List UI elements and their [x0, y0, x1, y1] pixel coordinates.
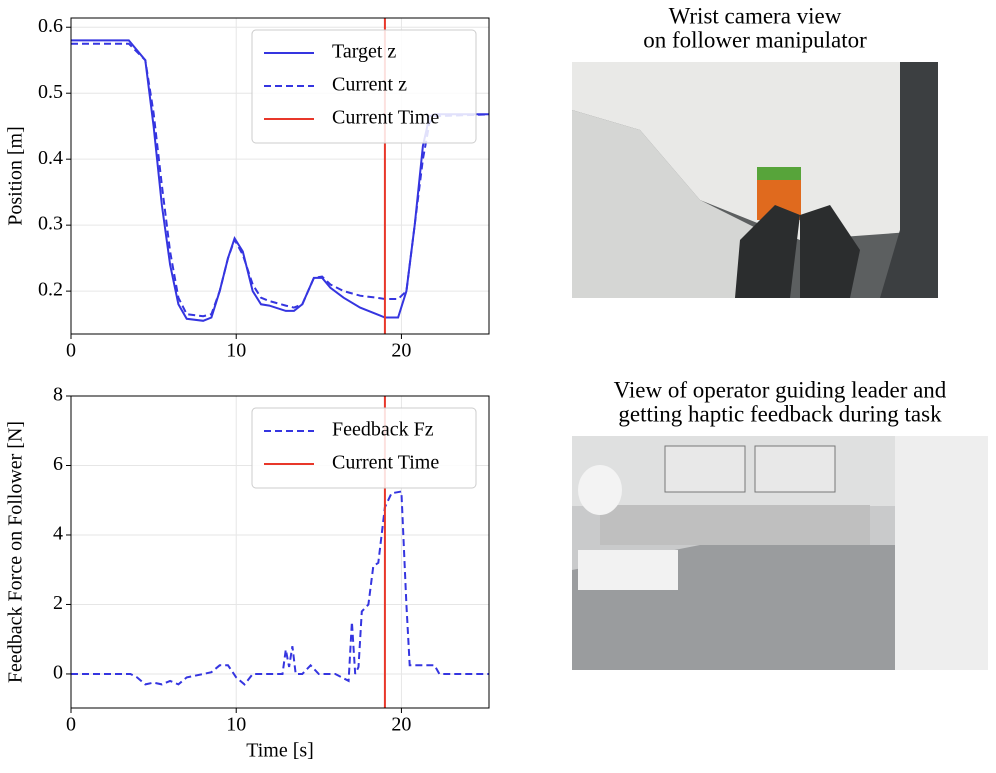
legend-label: Current z — [332, 74, 407, 96]
legend-label: Target z — [332, 41, 396, 63]
image-title: getting haptic feedback during task — [618, 401, 942, 426]
image-title: on follower manipulator — [643, 27, 867, 52]
y-tick-label: 8 — [53, 384, 63, 406]
y-tick-label: 6 — [53, 453, 63, 475]
x-tick-label: 10 — [226, 714, 246, 736]
data-line — [71, 490, 489, 686]
image-title: View of operator guiding leader and — [614, 377, 947, 402]
y-tick-label: 0.5 — [38, 81, 63, 103]
y-axis-label: Position [m] — [5, 126, 27, 225]
x-tick-label: 20 — [391, 714, 411, 736]
y-axis-label: Feedback Force on Follower [N] — [5, 421, 27, 683]
y-tick-label: 4 — [53, 523, 63, 545]
legend-label: Current Time — [332, 452, 439, 474]
legend-box — [251, 29, 477, 144]
legend-box — [251, 407, 477, 489]
y-tick-label: 0.6 — [38, 15, 63, 37]
data-line — [71, 42, 489, 318]
x-tick-label: 10 — [226, 340, 246, 362]
image-title: Wrist camera view — [669, 3, 842, 28]
x-tick-label: 20 — [391, 340, 411, 362]
operator-photo — [572, 436, 988, 670]
y-tick-label: 0.2 — [38, 279, 63, 301]
x-tick-label: 0 — [66, 340, 76, 362]
y-tick-label: 0.4 — [38, 147, 63, 169]
axes-frame — [70, 395, 490, 709]
y-tick-label: 2 — [53, 592, 63, 614]
axes-frame — [70, 17, 490, 335]
y-tick-label: 0.3 — [38, 213, 63, 235]
x-axis-label: Time [s] — [246, 740, 314, 762]
y-tick-label: 0 — [53, 662, 63, 684]
legend-label: Feedback Fz — [332, 419, 434, 441]
legend-label: Current Time — [332, 107, 439, 129]
data-line — [71, 39, 489, 322]
wrist-camera-photo — [572, 62, 938, 298]
x-tick-label: 0 — [66, 714, 76, 736]
